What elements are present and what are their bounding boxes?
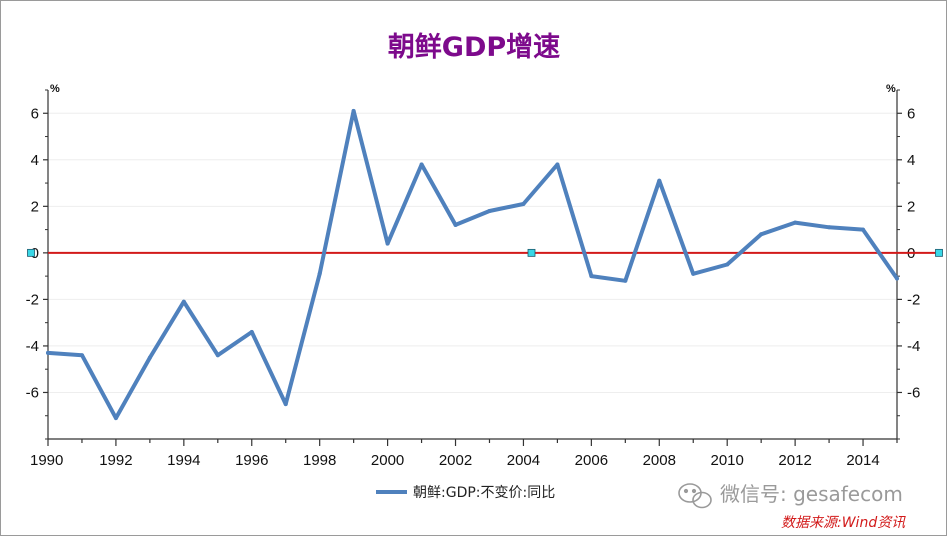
wechat-icon xyxy=(678,483,712,509)
x-tick-label: 1992 xyxy=(99,452,132,469)
reference-line-handle[interactable] xyxy=(27,248,35,257)
y-tick-label-left: -4 xyxy=(26,338,39,355)
data-point xyxy=(317,271,322,276)
x-tick-label: 2012 xyxy=(778,452,811,469)
x-tick-label: 2000 xyxy=(371,452,404,469)
data-point xyxy=(657,178,662,183)
x-tick-label: 1990 xyxy=(30,452,63,469)
data-point xyxy=(351,108,356,113)
x-tick-label: 2004 xyxy=(507,452,540,469)
y-unit-left: % xyxy=(50,83,60,95)
watermark-text: 微信号: gesafecom xyxy=(720,482,903,506)
y-tick-label-right: 4 xyxy=(907,152,915,169)
data-point xyxy=(861,227,866,232)
legend-label: 朝鲜:GDP:不变价:同比 xyxy=(413,485,555,501)
data-point xyxy=(249,329,254,334)
data-points xyxy=(46,108,899,421)
data-point xyxy=(623,278,628,283)
y-tick-label-left: 6 xyxy=(31,105,39,122)
y-tick-label-right: -2 xyxy=(907,291,920,308)
data-point xyxy=(283,402,288,407)
y-tick-label-left: -6 xyxy=(26,384,39,401)
reference-line-handle[interactable] xyxy=(935,248,943,257)
legend: 朝鲜:GDP:不变价:同比 xyxy=(376,485,555,501)
x-tick-labels: 1990 1992 1994 1996 1998 2000 2002 2004 2006 2008… xyxy=(30,452,880,469)
data-point xyxy=(181,299,186,304)
data-point xyxy=(419,162,424,167)
x-tick-label: 1996 xyxy=(235,452,268,469)
data-point xyxy=(555,162,560,167)
data-point xyxy=(215,353,220,358)
data-point xyxy=(46,350,50,355)
y-tick-label-right: -4 xyxy=(907,338,920,355)
data-point xyxy=(79,353,84,358)
tick-marks xyxy=(43,89,902,446)
series-line-gdp-growth xyxy=(46,108,899,421)
axes xyxy=(47,90,898,440)
data-point xyxy=(385,241,390,246)
data-point xyxy=(827,225,832,230)
y-unit-right: % xyxy=(886,83,896,95)
data-point xyxy=(589,274,594,279)
y-tick-label-left: 4 xyxy=(31,152,39,169)
chart-title: 朝鲜GDP增速 xyxy=(388,31,560,63)
x-tick-label: 2014 xyxy=(846,452,879,469)
data-point xyxy=(521,202,526,207)
data-point xyxy=(691,271,696,276)
data-point xyxy=(487,208,492,213)
data-point xyxy=(453,222,458,227)
data-point xyxy=(147,355,152,360)
reference-line-handle[interactable] xyxy=(527,248,536,257)
data-point xyxy=(793,220,798,225)
y-tick-label-left: 2 xyxy=(31,198,39,215)
watermark: 微信号: gesafecom xyxy=(678,482,903,509)
y-tick-label-right: -6 xyxy=(907,384,920,401)
x-tick-label: 2006 xyxy=(575,452,608,469)
x-tick-label: 2010 xyxy=(711,452,744,469)
y-tick-label-right: 6 xyxy=(907,105,915,122)
data-point xyxy=(725,262,730,267)
source-note: 数据来源:Wind资讯 xyxy=(781,515,906,531)
y-tick-label-right: 2 xyxy=(907,198,915,215)
y-tick-label-left: -2 xyxy=(26,291,39,308)
data-point xyxy=(895,276,899,281)
data-point xyxy=(759,232,764,237)
x-tick-label: 2008 xyxy=(643,452,676,469)
data-point xyxy=(113,416,118,421)
x-tick-label: 1994 xyxy=(167,452,200,469)
x-tick-label: 1998 xyxy=(303,452,336,469)
x-tick-label: 2002 xyxy=(439,452,472,469)
reference-line-handles[interactable] xyxy=(27,248,943,257)
